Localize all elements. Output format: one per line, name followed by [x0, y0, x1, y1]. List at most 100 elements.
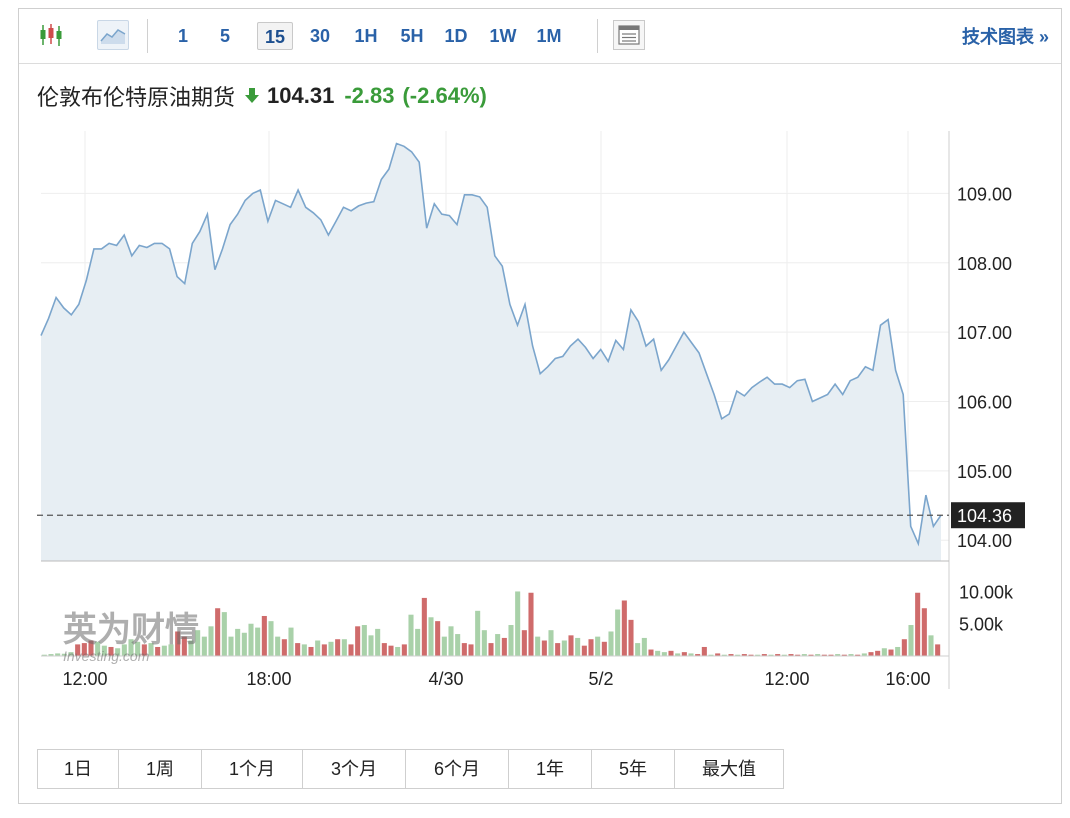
- volume-bar: [115, 648, 121, 656]
- volume-bar: [441, 636, 447, 656]
- current-price-badge: [951, 502, 1025, 529]
- timeframe-5h-button[interactable]: 5H: [400, 26, 424, 46]
- volume-bar: [775, 654, 781, 656]
- y-tick-label: 109.00: [957, 184, 1012, 204]
- volume-bar: [361, 625, 367, 656]
- range-button[interactable]: 6个月: [406, 750, 509, 788]
- volume-bar: [881, 648, 887, 656]
- volume-bar: [695, 654, 701, 656]
- technical-chart-link[interactable]: 技术图表 »: [961, 27, 1049, 47]
- volume-bar: [615, 609, 621, 656]
- volume-bar: [655, 650, 661, 656]
- volume-bar: [295, 643, 301, 656]
- volume-bar: [748, 654, 754, 656]
- price-chart[interactable]: 104.00 105.00 106.00 107.00 108.00 109.00 104.…: [19, 9, 1063, 729]
- volume-bar: [408, 614, 414, 656]
- volume-bar: [861, 653, 867, 656]
- x-tick-label: 5/2: [588, 669, 613, 689]
- volume-bar: [181, 636, 187, 656]
- candlestick-icon[interactable]: [35, 20, 67, 50]
- volume-bar: [315, 640, 321, 656]
- volume-bar: [261, 615, 267, 656]
- volume-bar: [741, 654, 747, 656]
- volume-bar: [688, 653, 694, 656]
- volume-bar: [188, 640, 194, 656]
- range-button[interactable]: 1日: [38, 750, 119, 788]
- volume-bar: [675, 653, 681, 656]
- volume-bar: [461, 643, 467, 656]
- volume-bar: [555, 643, 561, 656]
- volume-bar: [288, 627, 294, 656]
- area-chart-icon[interactable]: [97, 20, 129, 50]
- volume-bar: [628, 619, 634, 656]
- timeframe-15-button[interactable]: 15: [257, 22, 293, 50]
- range-button[interactable]: 5年: [592, 750, 675, 788]
- volume-bar: [621, 600, 627, 656]
- volume-bar: [201, 636, 207, 656]
- timeframe-5-button[interactable]: 5: [219, 26, 230, 46]
- volume-bar: [41, 654, 47, 656]
- y-tick-label: 108.00: [957, 254, 1012, 274]
- watermark-subtext: Investing.com: [63, 648, 150, 664]
- timeframe-1h-button[interactable]: 1H: [354, 26, 378, 46]
- volume-bar: [348, 644, 354, 656]
- volume-bar: [641, 637, 647, 656]
- volume-bar: [48, 654, 54, 656]
- price-line: [40, 142, 942, 547]
- volume-bar: [421, 597, 427, 656]
- timeframe-30-button[interactable]: 30: [309, 26, 331, 46]
- range-button[interactable]: 3个月: [303, 750, 406, 788]
- volume-bar: [588, 639, 594, 656]
- range-button[interactable]: 1年: [509, 750, 592, 788]
- volume-bar: [81, 643, 87, 656]
- volume-bar: [541, 640, 547, 656]
- volume-bar: [515, 591, 521, 656]
- watermark-logo: 英为财情: [63, 610, 199, 650]
- volume-bar: [321, 644, 327, 656]
- volume-bar: [715, 653, 721, 656]
- table-view-icon[interactable]: [613, 20, 645, 50]
- volume-bar: [481, 630, 487, 656]
- range-button[interactable]: 1个月: [202, 750, 303, 788]
- timeframe-1m-button[interactable]: 1M: [536, 26, 562, 46]
- range-button[interactable]: 最大值: [675, 750, 783, 788]
- volume-bar: [101, 645, 107, 656]
- volume-tick-label: 10.00k: [959, 582, 1014, 602]
- volume-bar: [921, 608, 927, 656]
- volume-bar: [215, 608, 221, 656]
- volume-bar: [681, 652, 687, 656]
- volume-bar: [908, 625, 914, 656]
- volume-bar: [575, 637, 581, 656]
- volume-bar: [75, 644, 81, 656]
- volume-bar: [721, 654, 727, 656]
- timeframe-1-button[interactable]: 1: [177, 26, 188, 46]
- volume-bar: [375, 628, 381, 656]
- toolbar-separator: [147, 19, 148, 53]
- volume-bar: [755, 654, 761, 656]
- volume-bar: [808, 654, 814, 656]
- arrow-down-icon: [245, 88, 260, 103]
- volume-bar: [601, 641, 607, 656]
- volume-bar: [141, 644, 147, 656]
- volume-bar: [821, 654, 827, 656]
- volume-bar: [868, 652, 874, 656]
- volume-bar: [928, 635, 934, 656]
- range-button[interactable]: 1周: [119, 750, 202, 788]
- volume-bar: [835, 654, 841, 656]
- volume-bar: [395, 646, 401, 656]
- volume-bar: [55, 653, 61, 656]
- x-tick-label: 16:00: [885, 669, 930, 689]
- volume-bar: [895, 646, 901, 656]
- volume-bar: [128, 639, 134, 656]
- volume-bar: [235, 628, 241, 656]
- timeframe-1d-button[interactable]: 1D: [444, 26, 468, 46]
- volume-bar: [455, 634, 461, 656]
- volume-bar: [815, 654, 821, 656]
- volume-bar: [368, 635, 374, 656]
- volume-bar: [68, 652, 74, 656]
- volume-bar: [801, 654, 807, 656]
- volume-bar: [161, 645, 167, 656]
- timeframe-1w-button[interactable]: 1W: [489, 26, 517, 46]
- volume-bar: [701, 646, 707, 656]
- volume-bar: [668, 650, 674, 656]
